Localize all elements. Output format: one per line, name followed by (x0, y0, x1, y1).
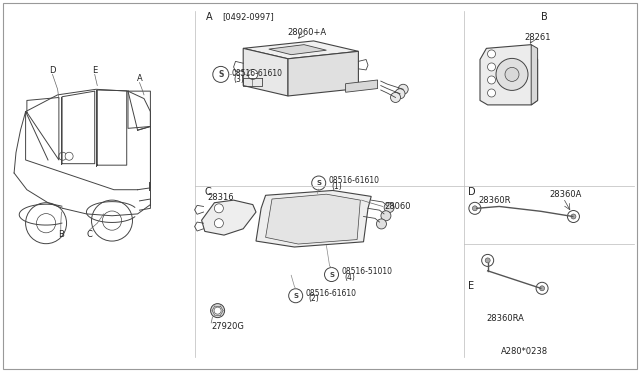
Text: D: D (468, 187, 476, 196)
Text: E: E (92, 66, 97, 75)
Circle shape (568, 211, 579, 222)
Circle shape (214, 204, 223, 213)
Text: S: S (316, 180, 321, 186)
Circle shape (482, 254, 493, 266)
Text: [0492-0997]: [0492-0997] (223, 12, 275, 21)
Circle shape (469, 202, 481, 214)
Circle shape (312, 176, 326, 190)
Text: A280*0238: A280*0238 (501, 347, 548, 356)
Text: 28360A: 28360A (549, 190, 582, 199)
Text: 08516-61610: 08516-61610 (329, 176, 380, 185)
Circle shape (488, 89, 495, 97)
Text: E: E (468, 282, 475, 291)
Polygon shape (531, 45, 538, 105)
Circle shape (92, 200, 132, 241)
Circle shape (398, 84, 408, 94)
Circle shape (26, 203, 67, 244)
Polygon shape (269, 45, 326, 55)
Circle shape (488, 50, 495, 58)
Circle shape (395, 89, 405, 99)
Circle shape (536, 282, 548, 294)
Circle shape (488, 63, 495, 71)
Text: 28360RA: 28360RA (486, 314, 525, 323)
Polygon shape (202, 200, 256, 235)
Text: 08516-61610: 08516-61610 (232, 69, 283, 78)
Circle shape (211, 304, 225, 318)
Text: (2): (2) (308, 294, 319, 303)
Circle shape (381, 211, 391, 221)
Text: C: C (86, 230, 93, 239)
Circle shape (376, 219, 387, 229)
Text: (1): (1) (332, 182, 342, 190)
Circle shape (488, 76, 495, 84)
Polygon shape (346, 80, 378, 92)
Circle shape (505, 67, 519, 81)
Text: 08516-61610: 08516-61610 (306, 289, 357, 298)
Text: A: A (137, 74, 142, 83)
Text: B: B (58, 230, 64, 239)
Circle shape (65, 152, 73, 160)
Text: A: A (206, 12, 212, 22)
Text: (4): (4) (344, 273, 355, 282)
Circle shape (102, 211, 122, 230)
Text: S: S (218, 70, 223, 79)
Text: 28060+A: 28060+A (287, 28, 327, 37)
Polygon shape (266, 194, 360, 244)
Text: S: S (329, 272, 334, 278)
Text: D: D (49, 66, 56, 75)
Circle shape (472, 206, 477, 211)
Circle shape (214, 307, 221, 314)
Text: (3): (3) (234, 75, 244, 84)
Circle shape (212, 66, 228, 83)
Text: 28360R: 28360R (479, 196, 511, 205)
Circle shape (36, 214, 56, 233)
Circle shape (248, 70, 258, 79)
Polygon shape (243, 48, 288, 96)
Polygon shape (256, 190, 371, 247)
Polygon shape (243, 41, 358, 59)
Circle shape (214, 219, 223, 228)
Circle shape (324, 267, 339, 282)
Polygon shape (480, 45, 538, 105)
Circle shape (390, 93, 401, 102)
Text: 28060: 28060 (384, 202, 410, 211)
Circle shape (59, 152, 67, 160)
Text: S: S (293, 293, 298, 299)
Circle shape (289, 289, 303, 303)
Text: 27920G: 27920G (211, 322, 244, 331)
Text: B: B (541, 12, 548, 22)
Text: C: C (205, 187, 212, 196)
Circle shape (496, 58, 528, 90)
Circle shape (485, 258, 490, 263)
Text: 28316: 28316 (207, 193, 234, 202)
Text: 08516-51010: 08516-51010 (342, 267, 393, 276)
Circle shape (540, 286, 545, 291)
Text: 28261: 28261 (524, 33, 551, 42)
Polygon shape (288, 51, 358, 96)
Circle shape (384, 203, 394, 212)
Circle shape (571, 214, 576, 219)
